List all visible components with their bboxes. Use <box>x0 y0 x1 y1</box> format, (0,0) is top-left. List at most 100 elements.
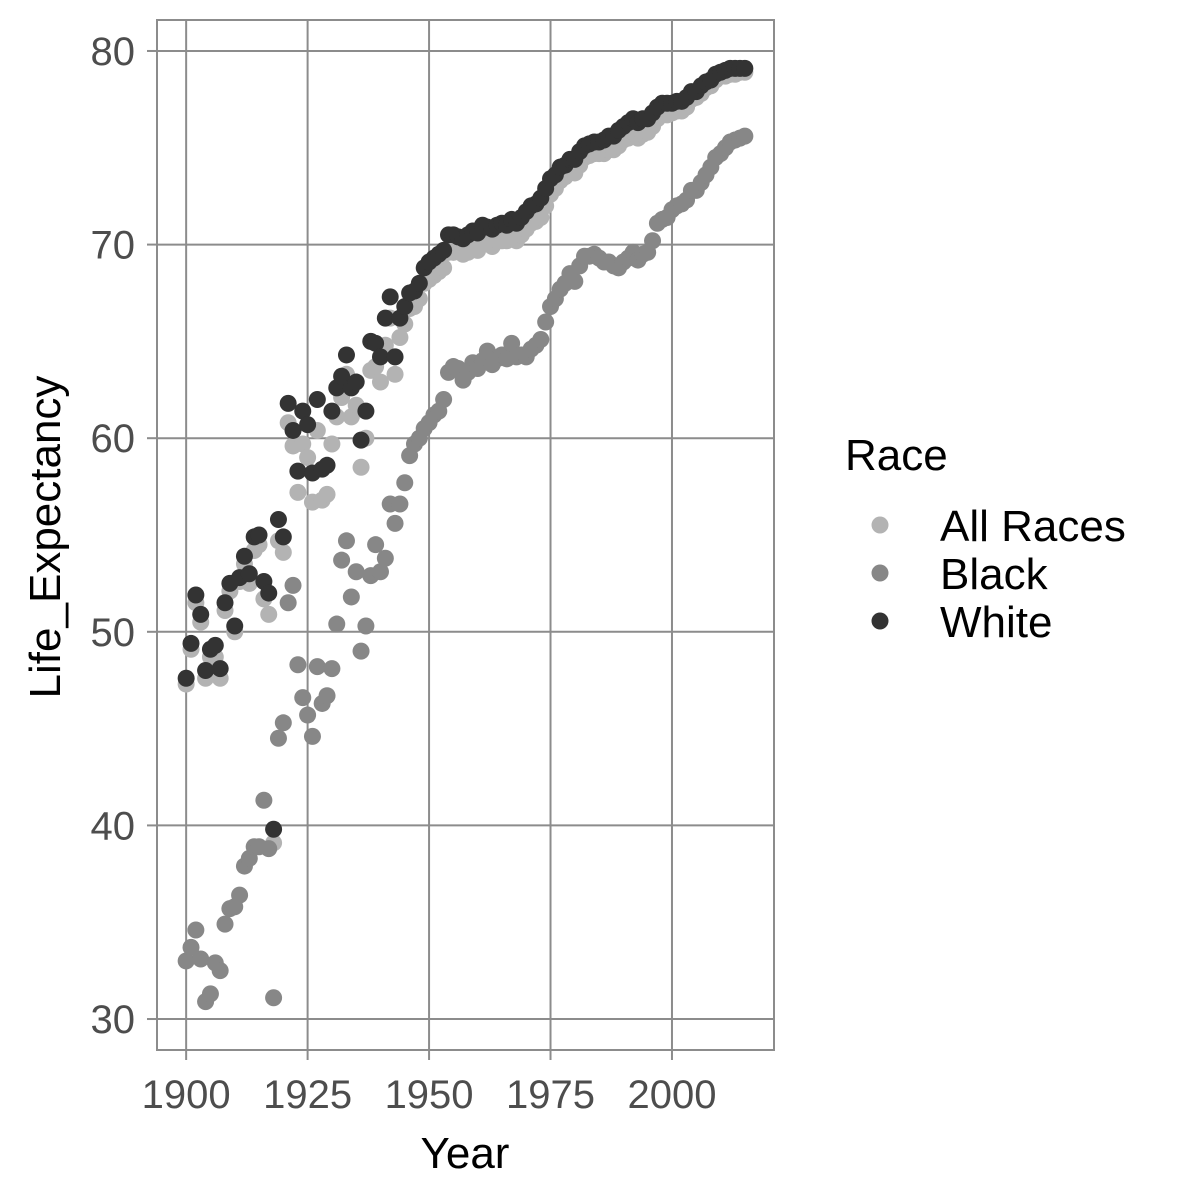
data-point <box>216 915 234 933</box>
y-tick-label: 80 <box>91 30 136 74</box>
y-tick-label: 60 <box>91 417 136 461</box>
data-point <box>352 431 370 449</box>
legend-key <box>871 564 889 582</box>
data-point <box>274 543 292 561</box>
legend-key <box>871 516 889 534</box>
data-point <box>347 563 365 581</box>
data-point <box>182 938 200 956</box>
data-point <box>644 232 662 250</box>
y-tick-label: 70 <box>91 224 136 268</box>
data-point <box>274 714 292 732</box>
data-point <box>333 551 351 569</box>
data-point <box>192 950 210 968</box>
plot-panel-border <box>156 19 775 1051</box>
data-point <box>289 462 307 480</box>
y-axis-title: Life_Expectancy <box>21 376 70 699</box>
data-point <box>318 456 336 474</box>
legend-key <box>871 612 889 630</box>
y-tick-label: 40 <box>91 804 136 848</box>
legend-title: Race <box>845 431 948 480</box>
x-tick-label: 1900 <box>142 1073 231 1117</box>
data-point <box>367 334 385 352</box>
data-point <box>269 511 287 529</box>
data-point <box>318 687 336 705</box>
data-point <box>386 514 404 532</box>
data-point <box>187 921 205 939</box>
data-point <box>371 563 389 581</box>
data-point <box>279 394 297 412</box>
data-point <box>260 605 278 623</box>
data-point <box>357 617 375 635</box>
series-white <box>177 59 754 838</box>
data-points <box>177 59 754 1011</box>
data-point <box>289 483 307 501</box>
data-point <box>391 329 409 347</box>
data-point <box>318 485 336 503</box>
data-point <box>342 588 360 606</box>
data-point <box>211 660 229 678</box>
data-point <box>357 402 375 420</box>
y-tick-label: 30 <box>91 998 136 1042</box>
data-point <box>299 706 317 724</box>
data-point <box>537 313 555 331</box>
data-point <box>396 298 414 316</box>
data-point <box>337 346 355 364</box>
y-tick-label: 50 <box>91 611 136 655</box>
data-point <box>381 288 399 306</box>
data-point <box>367 536 385 554</box>
data-point <box>265 820 283 838</box>
axis-ticks: 1900 1925 1950 1975 2000 30 40 50 60 70 80 <box>91 30 717 1117</box>
x-tick-label: 2000 <box>627 1073 716 1117</box>
data-point <box>736 127 754 145</box>
data-point <box>216 594 234 612</box>
data-point <box>197 662 215 680</box>
data-point <box>201 985 219 1003</box>
data-point <box>294 435 312 453</box>
data-point <box>187 586 205 604</box>
data-point <box>386 348 404 366</box>
series-all-races <box>177 63 754 852</box>
data-point <box>410 274 428 292</box>
data-point <box>235 547 253 565</box>
data-point <box>260 584 278 602</box>
data-point <box>182 634 200 652</box>
data-point <box>371 373 389 391</box>
data-point <box>333 367 351 385</box>
data-point <box>352 642 370 660</box>
data-point <box>284 576 302 594</box>
data-point <box>323 660 341 678</box>
data-point <box>337 532 355 550</box>
data-point <box>255 791 273 809</box>
legend-label: White <box>940 598 1052 647</box>
data-point <box>328 615 346 633</box>
data-point <box>308 390 326 408</box>
data-point <box>231 886 249 904</box>
data-point <box>435 390 453 408</box>
data-point <box>347 373 365 391</box>
data-point <box>294 689 312 707</box>
data-point <box>269 729 287 747</box>
data-point <box>274 528 292 546</box>
data-point <box>532 330 550 348</box>
data-point <box>396 474 414 492</box>
data-point <box>376 309 394 327</box>
data-point <box>211 962 229 980</box>
data-point <box>299 416 317 434</box>
data-point <box>260 840 278 858</box>
data-point <box>279 594 297 612</box>
data-point <box>435 241 453 259</box>
data-point <box>566 272 584 290</box>
data-point <box>177 669 195 687</box>
x-tick-label: 1950 <box>385 1073 474 1117</box>
data-point <box>323 435 341 453</box>
data-point <box>250 526 268 544</box>
data-point <box>299 449 317 467</box>
data-point <box>386 365 404 383</box>
data-point <box>391 495 409 513</box>
data-point <box>206 636 224 654</box>
x-axis-title: Year <box>421 1129 510 1178</box>
legend-label: Black <box>940 550 1049 599</box>
